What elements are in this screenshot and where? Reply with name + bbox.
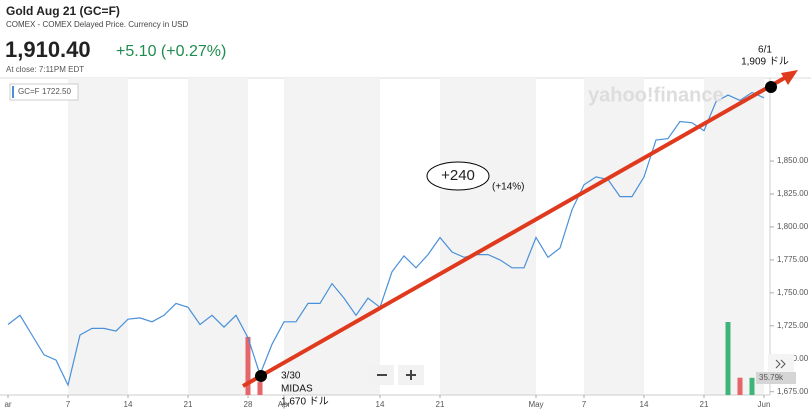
gain: +240 xyxy=(441,167,475,184)
x-tick-label: May xyxy=(528,400,543,409)
x-tick-label: 14 xyxy=(124,400,133,409)
start-name: MIDAS xyxy=(281,384,313,395)
x-tick-label: 14 xyxy=(376,400,385,409)
end-dot xyxy=(765,81,777,93)
legend-swatch xyxy=(12,86,14,98)
chart-subtitle: COMEX - COMEX Delayed Price. Currency in… xyxy=(6,20,188,29)
end-date: 6/1 xyxy=(758,45,772,56)
week-band xyxy=(440,78,536,395)
x-tick-label: ar xyxy=(4,400,11,409)
gain-pct: (+14%) xyxy=(492,182,525,193)
volume-bar xyxy=(749,377,755,395)
legend-name: GC=F xyxy=(18,87,40,96)
plot: 1,675.001,700.001,725.001,750.001,775.00… xyxy=(0,78,809,409)
x-tick-label: 28 xyxy=(244,400,253,409)
volume-label: 35.79k xyxy=(759,373,784,382)
y-tick-label: 1,750.00 xyxy=(777,288,809,297)
y-tick-label: 1,800.00 xyxy=(777,222,809,231)
start-price: 1,670 ドル xyxy=(281,397,329,408)
y-tick-label: 1,825.00 xyxy=(777,189,809,198)
x-tick-label: 21 xyxy=(436,400,445,409)
end-price: 1,909 ドル xyxy=(741,57,789,68)
volume-label-box xyxy=(756,372,796,384)
gain-ellipse xyxy=(426,161,490,191)
chart-title: Gold Aug 21 (GC=F) xyxy=(6,4,120,18)
watermark: yahoo!finance xyxy=(588,84,724,106)
price-change: +5.10 (+0.27%) xyxy=(116,43,226,60)
arrow-head xyxy=(781,70,798,85)
week-band xyxy=(188,78,248,395)
volume-bar xyxy=(737,377,743,395)
y-tick-label: 1,675.00 xyxy=(777,387,809,396)
week-band xyxy=(284,78,380,395)
week-band xyxy=(584,78,644,395)
price: 1,910.40 xyxy=(5,37,91,62)
price-line xyxy=(7,91,765,387)
start-dot xyxy=(255,370,267,382)
x-tick-label: Apr xyxy=(278,400,291,409)
expand-icon xyxy=(775,359,786,369)
volume-bar xyxy=(725,321,731,395)
trend-arrow xyxy=(242,74,789,388)
start-date: 3/30 xyxy=(281,371,301,382)
x-tick-label: 14 xyxy=(640,400,649,409)
week-bands xyxy=(68,78,764,395)
week-band xyxy=(704,78,764,395)
y-tick-label: 1,850.00 xyxy=(777,156,809,165)
x-tick-label: 7 xyxy=(582,400,587,409)
expand-button[interactable] xyxy=(768,354,794,374)
y-tick-label: 1,775.00 xyxy=(777,255,809,264)
volume-bar xyxy=(245,336,251,395)
x-tick-label: 21 xyxy=(184,400,193,409)
x-tick-label: 21 xyxy=(700,400,709,409)
zoom-icons xyxy=(377,370,416,380)
legend-box xyxy=(9,83,79,101)
close-time: At close: 7:11PM EDT xyxy=(6,65,84,74)
volume-bar xyxy=(257,382,263,395)
y-tick-label: 1,725.00 xyxy=(777,321,809,330)
legend-value: 1722.50 xyxy=(42,87,71,96)
x-tick-label: 7 xyxy=(66,400,71,409)
x-tick-label: Jun xyxy=(758,400,771,409)
